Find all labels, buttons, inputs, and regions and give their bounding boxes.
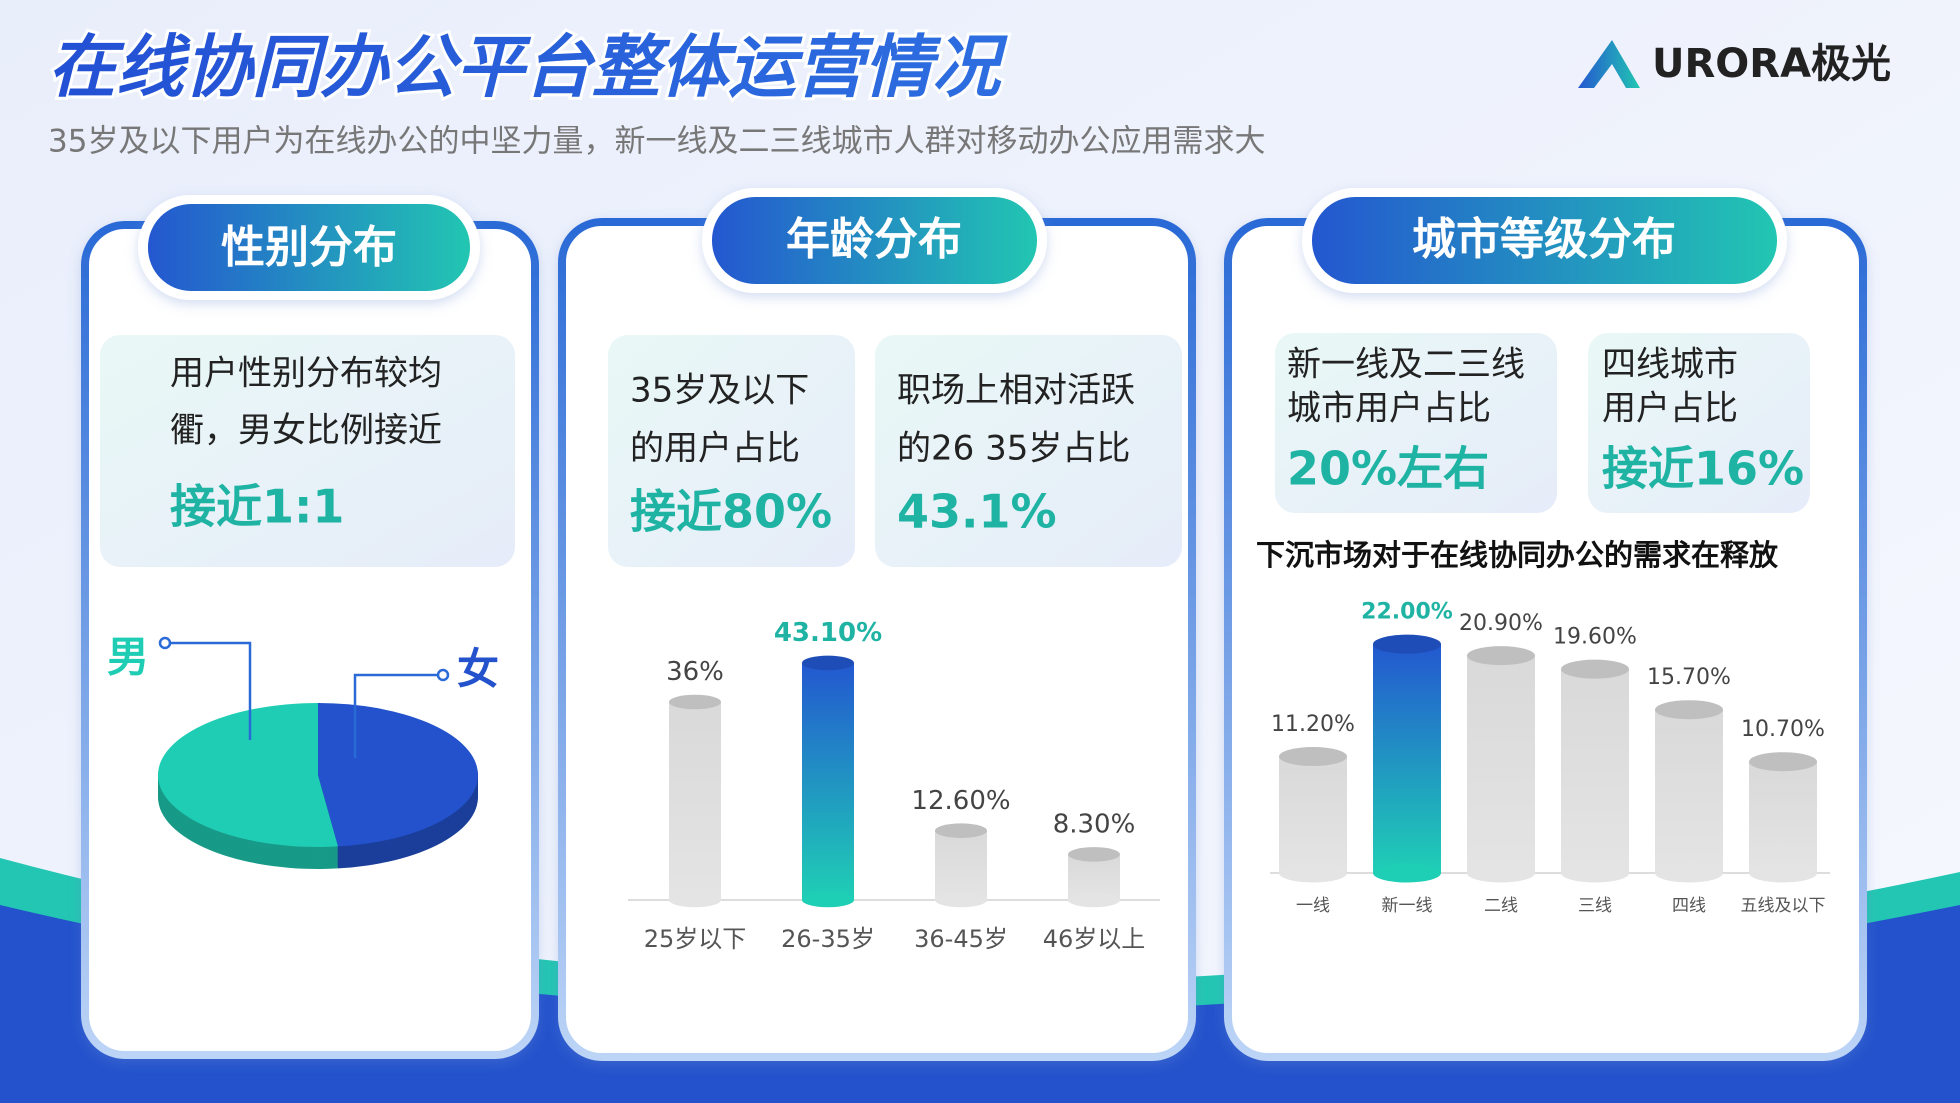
value-label: 22.00% <box>1361 600 1453 625</box>
info-highlight: 接近1:1 <box>170 480 344 534</box>
pie-slice <box>157 703 339 847</box>
info-text: 城市用户占比 <box>1287 389 1491 429</box>
bar-base <box>1373 863 1441 883</box>
bar <box>935 830 987 900</box>
bar-top <box>802 655 854 671</box>
bar-top <box>1467 646 1535 666</box>
tab <box>148 204 470 291</box>
x-tick-label: 新一线 <box>1382 896 1433 916</box>
chart-title: 下沉市场对于在线协同办公的需求在释放 <box>1256 538 1779 572</box>
x-tick-label: 26-35岁 <box>781 925 875 953</box>
bar <box>1279 756 1347 873</box>
info-text: 衢，男女比例接近 <box>170 411 442 451</box>
bar-top <box>1279 747 1347 767</box>
tab <box>712 197 1037 284</box>
bar-base <box>802 892 854 908</box>
value-label: 19.60% <box>1553 625 1637 650</box>
bar-top <box>1068 847 1120 862</box>
x-tick-label: 46岁以上 <box>1043 925 1146 953</box>
value-label: 12.60% <box>911 786 1010 816</box>
leader-dot <box>436 668 450 682</box>
x-tick-label: 四线 <box>1672 896 1706 916</box>
leader-line <box>165 641 252 740</box>
bar-base <box>1749 863 1817 883</box>
info-text: 用户性别分布较均 <box>170 354 442 394</box>
info-text: 四线城市 <box>1602 345 1738 385</box>
info-text: 职场上相对活跃 <box>897 371 1135 411</box>
value-label: 36% <box>666 657 724 687</box>
bar-top <box>1561 659 1629 679</box>
info-text: 35岁及以下 <box>630 371 809 411</box>
value-label: 15.70% <box>1647 665 1731 690</box>
info-text: 用户占比 <box>1602 389 1738 429</box>
info-highlight: 接近80% <box>630 485 832 539</box>
bar-top <box>1655 700 1723 720</box>
tab-label: 性别分布 <box>221 222 397 273</box>
info-highlight: 接近16% <box>1602 442 1804 496</box>
x-tick-label: 25岁以下 <box>644 925 747 953</box>
info-box <box>1588 333 1810 513</box>
info-box <box>875 335 1182 567</box>
bar <box>802 662 854 900</box>
bar-top <box>1373 634 1441 654</box>
x-tick-label: 五线及以下 <box>1741 896 1826 916</box>
bar <box>1467 655 1535 873</box>
bar-base <box>669 892 721 908</box>
tab-label: 城市等级分布 <box>1412 214 1676 265</box>
bar <box>1749 761 1817 873</box>
bar-base <box>1279 863 1347 883</box>
logo: URORA极光 <box>1652 41 1891 87</box>
bar <box>669 702 721 900</box>
info-text: 的26 35岁占比 <box>897 429 1130 469</box>
leader-line <box>353 673 443 758</box>
info-highlight: 43.1% <box>897 485 1057 539</box>
info-text: 的用户占比 <box>630 429 800 469</box>
x-tick-label: 36-45岁 <box>914 925 1008 953</box>
info-box <box>100 335 515 567</box>
pie-label: 男 <box>107 633 149 682</box>
x-tick-label: 二线 <box>1484 896 1518 916</box>
bar <box>1068 854 1120 900</box>
bar-base <box>1561 863 1629 883</box>
value-label: 11.20% <box>1271 712 1355 737</box>
bar-top <box>935 823 987 838</box>
value-label: 20.90% <box>1459 611 1543 636</box>
leader-dot <box>158 636 172 650</box>
info-highlight: 20%左右 <box>1287 442 1489 496</box>
pie-label: 女 <box>457 645 499 694</box>
x-tick-label: 一线 <box>1296 896 1330 916</box>
tab-label: 年龄分布 <box>786 214 962 265</box>
title: 在线协同办公平台整体运营情况 <box>48 29 1008 108</box>
bar-top <box>1749 752 1817 772</box>
value-label: 8.30% <box>1053 810 1136 840</box>
bar-base <box>935 892 987 908</box>
value-label: 10.70% <box>1741 717 1825 742</box>
bar <box>1655 709 1723 873</box>
bar-base <box>1655 863 1723 883</box>
bar-base <box>1068 892 1120 908</box>
info-box <box>1275 333 1557 513</box>
info-text: 新一线及二三线 <box>1287 345 1525 385</box>
bar <box>1561 669 1629 873</box>
bar <box>1373 644 1441 873</box>
x-tick-label: 三线 <box>1578 896 1612 916</box>
logo-icon <box>1578 40 1640 88</box>
info-box <box>608 335 855 567</box>
pie-slice <box>318 703 478 847</box>
tab <box>1312 197 1777 284</box>
bar-top <box>669 694 721 710</box>
subtitle: 35岁及以下用户为在线办公的中坚力量，新一线及二三线城市人群对移动办公应用需求大 <box>48 124 1265 160</box>
value-label: 43.10% <box>774 618 882 648</box>
bar-base <box>1467 863 1535 883</box>
